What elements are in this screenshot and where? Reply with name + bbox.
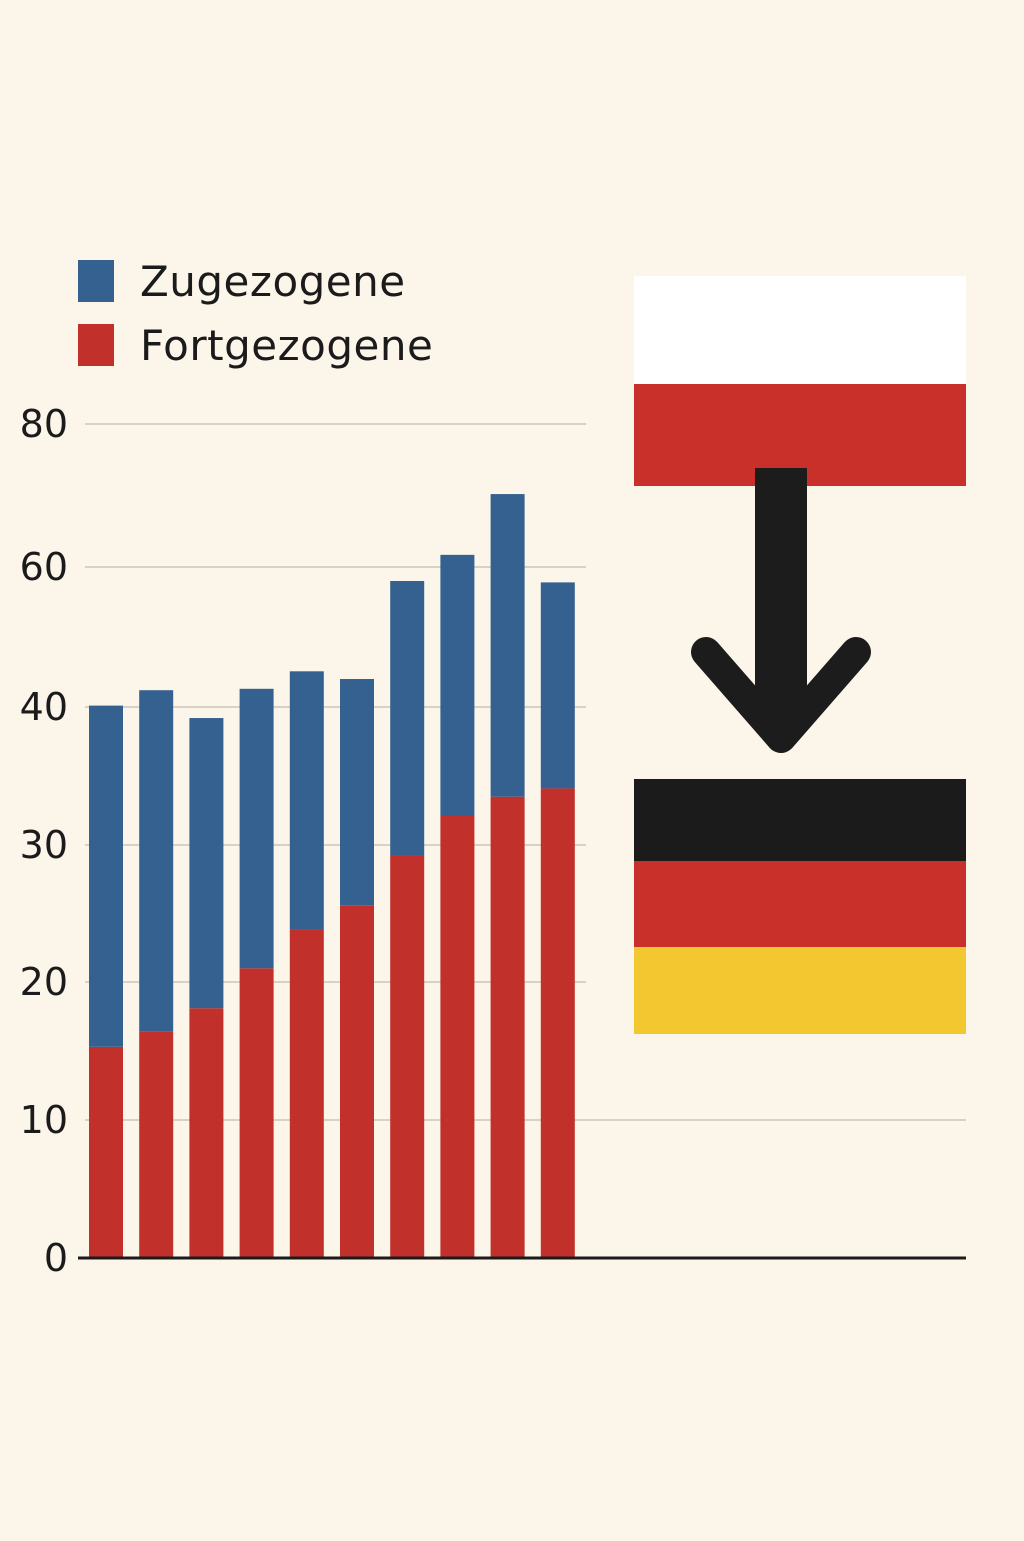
legend-label-zugezogene: Zugezogene	[140, 256, 406, 306]
bar-fortgezogene	[89, 1046, 123, 1258]
poland-flag-icon	[634, 276, 966, 486]
bars	[89, 494, 575, 1258]
y-tick-label: 0	[44, 1236, 68, 1280]
y-tick-label: 10	[20, 1098, 68, 1142]
arrow-head	[691, 637, 871, 753]
germany-flag-black-stripe	[634, 779, 966, 861]
legend-item-fortgezogene: Fortgezogene	[78, 320, 433, 370]
bar-zugezogene	[89, 705, 123, 1047]
bar-zugezogene	[189, 718, 224, 1009]
germany-flag-gold-stripe	[634, 947, 966, 1034]
y-tick-label: 60	[20, 545, 68, 589]
bar-fortgezogene	[440, 816, 475, 1258]
y-tick-label: 40	[20, 685, 68, 729]
bar-zugezogene	[239, 688, 274, 969]
bar-zugezogene	[340, 679, 374, 906]
bar-fortgezogene	[390, 855, 425, 1258]
arrow-down-icon	[691, 468, 871, 753]
bar-fortgezogene	[189, 1008, 224, 1258]
bar-zugezogene	[390, 581, 425, 856]
legend-swatch-zugezogene	[78, 260, 114, 302]
y-tick-label: 30	[20, 823, 68, 867]
bar-fortgezogene	[340, 905, 374, 1258]
germany-flag-icon	[634, 779, 966, 1034]
legend-item-zugezogene: Zugezogene	[78, 256, 433, 306]
germany-flag-red-stripe	[634, 861, 966, 947]
y-tick-label: 80	[20, 402, 68, 446]
legend-swatch-fortgezogene	[78, 324, 114, 366]
bar-zugezogene	[540, 582, 575, 789]
y-tick-labels: 0 10 20 30 40 60 80	[20, 402, 68, 1280]
arrow-shaft	[755, 468, 807, 730]
legend: Zugezogene Fortgezogene	[78, 256, 433, 384]
bar-fortgezogene	[490, 796, 525, 1258]
bar-fortgezogene	[139, 1031, 174, 1258]
bar-fortgezogene	[540, 788, 575, 1258]
bar-zugezogene	[440, 554, 475, 817]
legend-label-fortgezogene: Fortgezogene	[140, 320, 434, 370]
y-tick-label: 20	[20, 960, 68, 1004]
bar-zugezogene	[490, 494, 525, 797]
bar-fortgezogene	[239, 968, 274, 1258]
bar-zugezogene	[139, 690, 174, 1032]
poland-flag-white-stripe	[634, 276, 966, 384]
bar-fortgezogene	[289, 929, 324, 1258]
bar-zugezogene	[289, 671, 324, 930]
